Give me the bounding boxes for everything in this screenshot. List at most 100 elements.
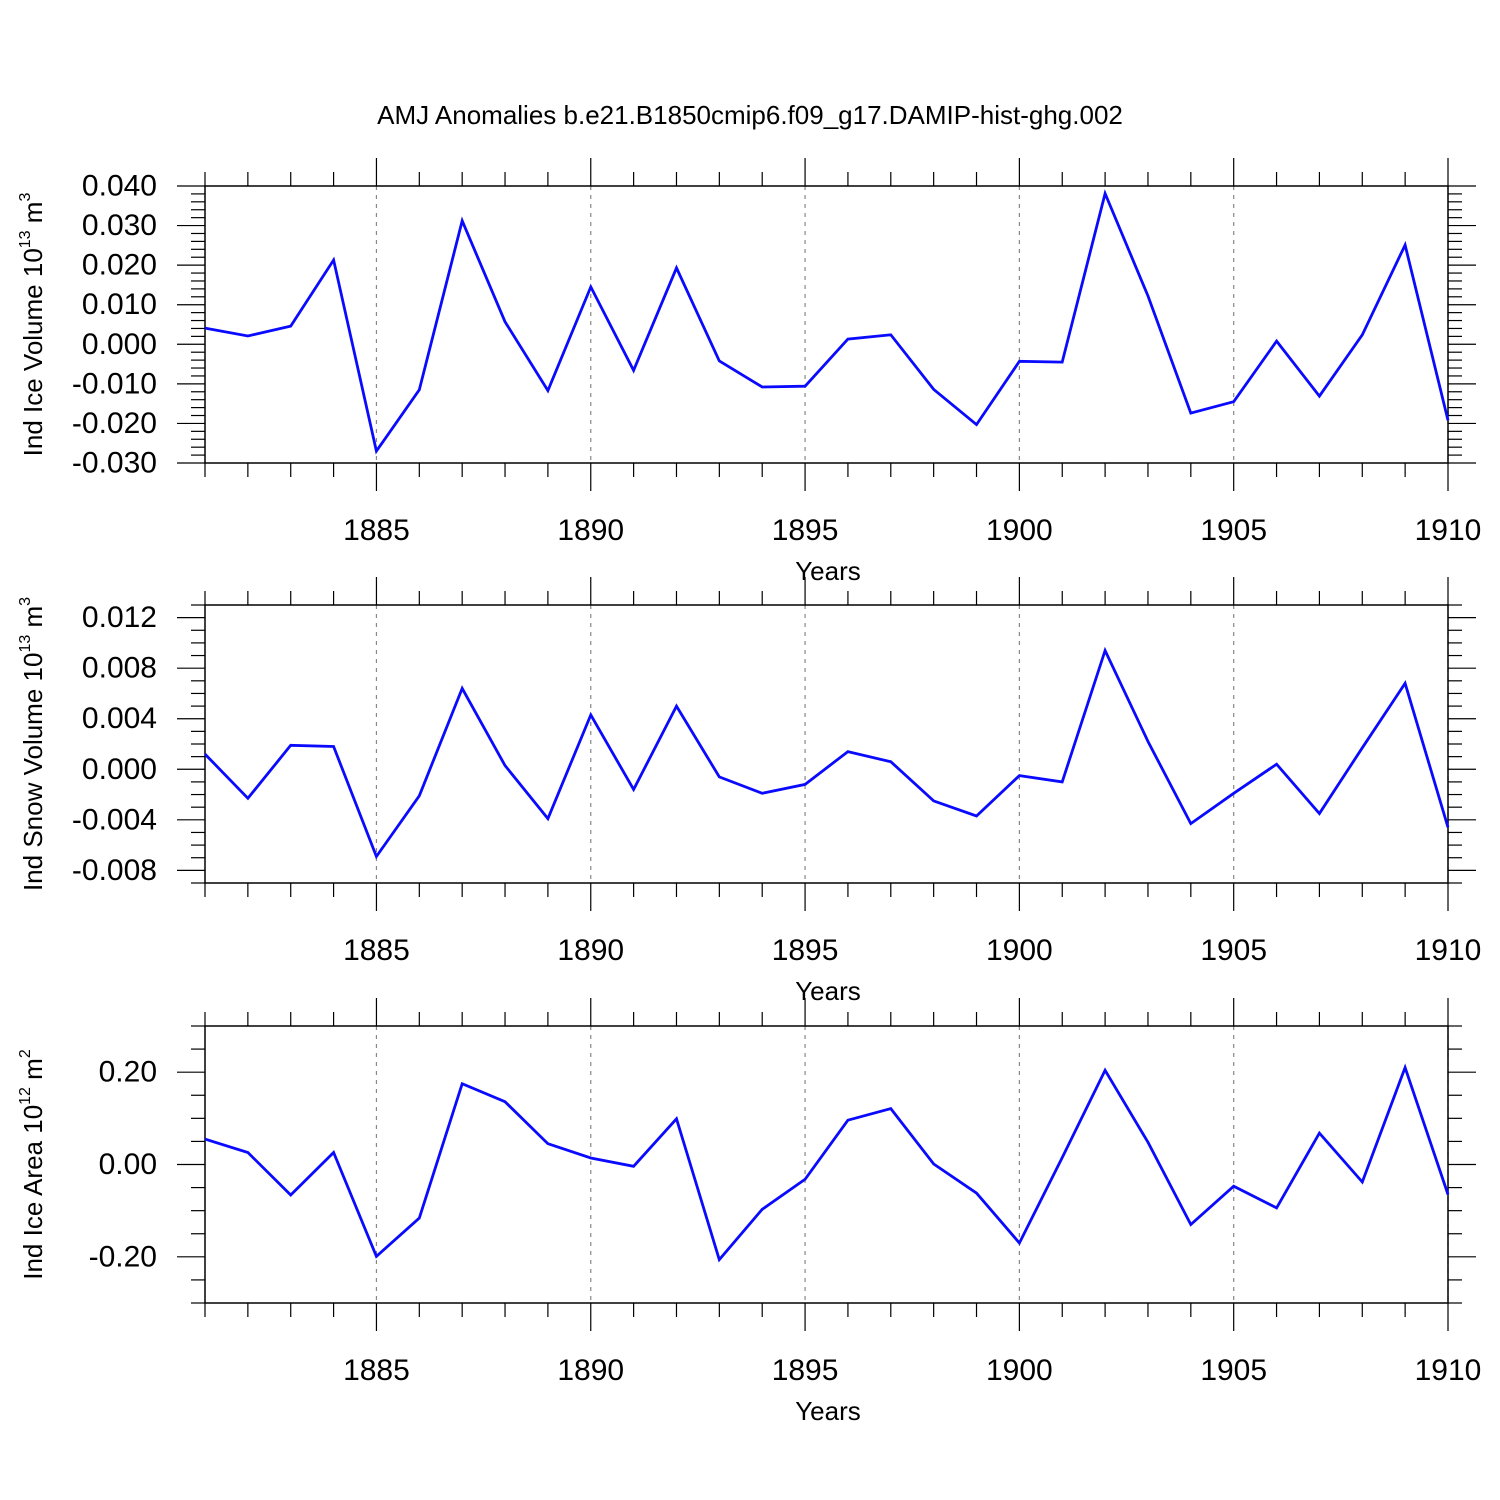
panel-3: -0.20 0.00 0.20 1885 1890 1895 1900 1905 1910 Yea… xyxy=(17,998,1481,1426)
panel-1: -0.030 -0.020 -0.010 0.000 0.010 0.020 0.030 0.… xyxy=(17,158,1481,586)
data-point xyxy=(1446,418,1450,422)
data-point xyxy=(460,1082,464,1086)
data-point xyxy=(503,763,507,767)
data-point xyxy=(246,1150,250,1154)
data-point xyxy=(717,775,721,779)
data-point xyxy=(1017,774,1021,778)
data-point xyxy=(1403,681,1407,685)
data-point xyxy=(246,334,250,338)
data-point xyxy=(289,743,293,747)
data-point xyxy=(674,266,678,270)
x-tick-label: 1890 xyxy=(557,1354,624,1387)
x-tick-label: 1885 xyxy=(343,514,410,547)
y-tick-label: -0.004 xyxy=(72,803,157,836)
data-point xyxy=(289,1193,293,1197)
data-point xyxy=(332,258,336,262)
y-tick-label: 0.000 xyxy=(82,328,157,361)
y-axis-title-part: m xyxy=(18,1058,48,1087)
x-tick-label: 1905 xyxy=(1200,934,1267,967)
x-tick-label: 1910 xyxy=(1415,514,1482,547)
y-axis-title-part: Ind Snow Volume 10 xyxy=(18,653,48,892)
data-point xyxy=(1189,411,1193,415)
y-tick-label: 0.004 xyxy=(82,702,157,735)
data-point xyxy=(846,337,850,341)
x-tick-label: 1890 xyxy=(557,514,624,547)
y-tick-label: 0.00 xyxy=(99,1148,157,1181)
y-tick-label: 0.012 xyxy=(82,601,157,634)
plot-frame xyxy=(204,185,1449,464)
data-point xyxy=(975,1191,979,1195)
data-point xyxy=(1060,360,1064,364)
data-point xyxy=(717,359,721,363)
data-point xyxy=(674,704,678,708)
x-tick-label: 1905 xyxy=(1200,1354,1267,1387)
data-point xyxy=(546,1142,550,1146)
x-tick-label: 1895 xyxy=(772,514,839,547)
y-axis-title-superscript: 2 xyxy=(17,1049,34,1058)
data-point xyxy=(632,368,636,372)
y-axis-title-part: m xyxy=(18,606,48,635)
data-point xyxy=(1317,812,1321,816)
y-tick-label: -0.20 xyxy=(89,1240,157,1273)
data-point xyxy=(760,385,764,389)
panel-2: -0.008 -0.004 0.000 0.004 0.008 0.012 1885 1890… xyxy=(17,577,1481,1006)
data-point xyxy=(203,326,207,330)
data-point xyxy=(1317,1131,1321,1135)
data-point xyxy=(1017,1241,1021,1245)
x-tick-label: 1885 xyxy=(343,1354,410,1387)
x-axis-title: Years xyxy=(795,556,861,586)
data-point xyxy=(589,1156,593,1160)
y-axis-title-superscript: 13 xyxy=(17,230,34,248)
data-point xyxy=(546,817,550,821)
data-point xyxy=(503,1100,507,1104)
panels: -0.030 -0.020 -0.010 0.000 0.010 0.020 0.030 0.… xyxy=(17,158,1481,1426)
data-point xyxy=(289,324,293,328)
data-point xyxy=(1275,1206,1279,1210)
x-tick-label: 1900 xyxy=(986,934,1053,967)
data-point xyxy=(632,1164,636,1168)
x-tick-label: 1910 xyxy=(1415,1354,1482,1387)
data-point xyxy=(460,219,464,223)
data-point xyxy=(889,1107,893,1111)
data-line xyxy=(204,189,1450,455)
data-point xyxy=(1017,359,1021,363)
x-tick-label: 1905 xyxy=(1200,514,1267,547)
y-tick-label: 0.008 xyxy=(82,652,157,685)
y-axis-title-part: m xyxy=(18,202,48,231)
data-point xyxy=(932,1162,936,1166)
y-tick-label: -0.010 xyxy=(72,367,157,400)
y-tick-label: 0.20 xyxy=(99,1056,157,1089)
y-axis-title: Ind Ice Volume 1013 m3 xyxy=(17,193,48,457)
data-point xyxy=(846,750,850,754)
y-axis-title: Ind Ice Area 1012 m2 xyxy=(17,1049,48,1280)
x-tick-label: 1895 xyxy=(772,1354,839,1387)
y-tick-label: 0.010 xyxy=(82,288,157,321)
data-point xyxy=(417,1216,421,1220)
page-title: AMJ Anomalies b.e21.B1850cmip6.f09_g17.D… xyxy=(377,100,1123,130)
x-axis-title: Years xyxy=(795,976,861,1006)
data-point xyxy=(374,449,378,453)
data-point xyxy=(1232,791,1236,795)
x-tick-label: 1895 xyxy=(772,934,839,967)
data-point xyxy=(1360,1180,1364,1184)
data-point xyxy=(1103,648,1107,652)
x-axis-title: Years xyxy=(795,1396,861,1426)
data-point xyxy=(760,1207,764,1211)
y-axis-title-superscript: 12 xyxy=(17,1087,34,1105)
plot-frame xyxy=(204,1025,1449,1304)
data-point xyxy=(203,1137,207,1141)
data-point xyxy=(589,285,593,289)
y-axis-title-superscript: 3 xyxy=(17,597,34,606)
data-point xyxy=(803,782,807,786)
data-point xyxy=(1146,1140,1150,1144)
y-tick-label: -0.020 xyxy=(72,407,157,440)
data-point xyxy=(589,713,593,717)
data-point xyxy=(546,389,550,393)
data-point xyxy=(803,1177,807,1181)
data-point xyxy=(503,320,507,324)
data-point xyxy=(1103,192,1107,196)
data-point xyxy=(889,333,893,337)
data-point xyxy=(717,1258,721,1262)
x-tick-label: 1910 xyxy=(1415,934,1482,967)
